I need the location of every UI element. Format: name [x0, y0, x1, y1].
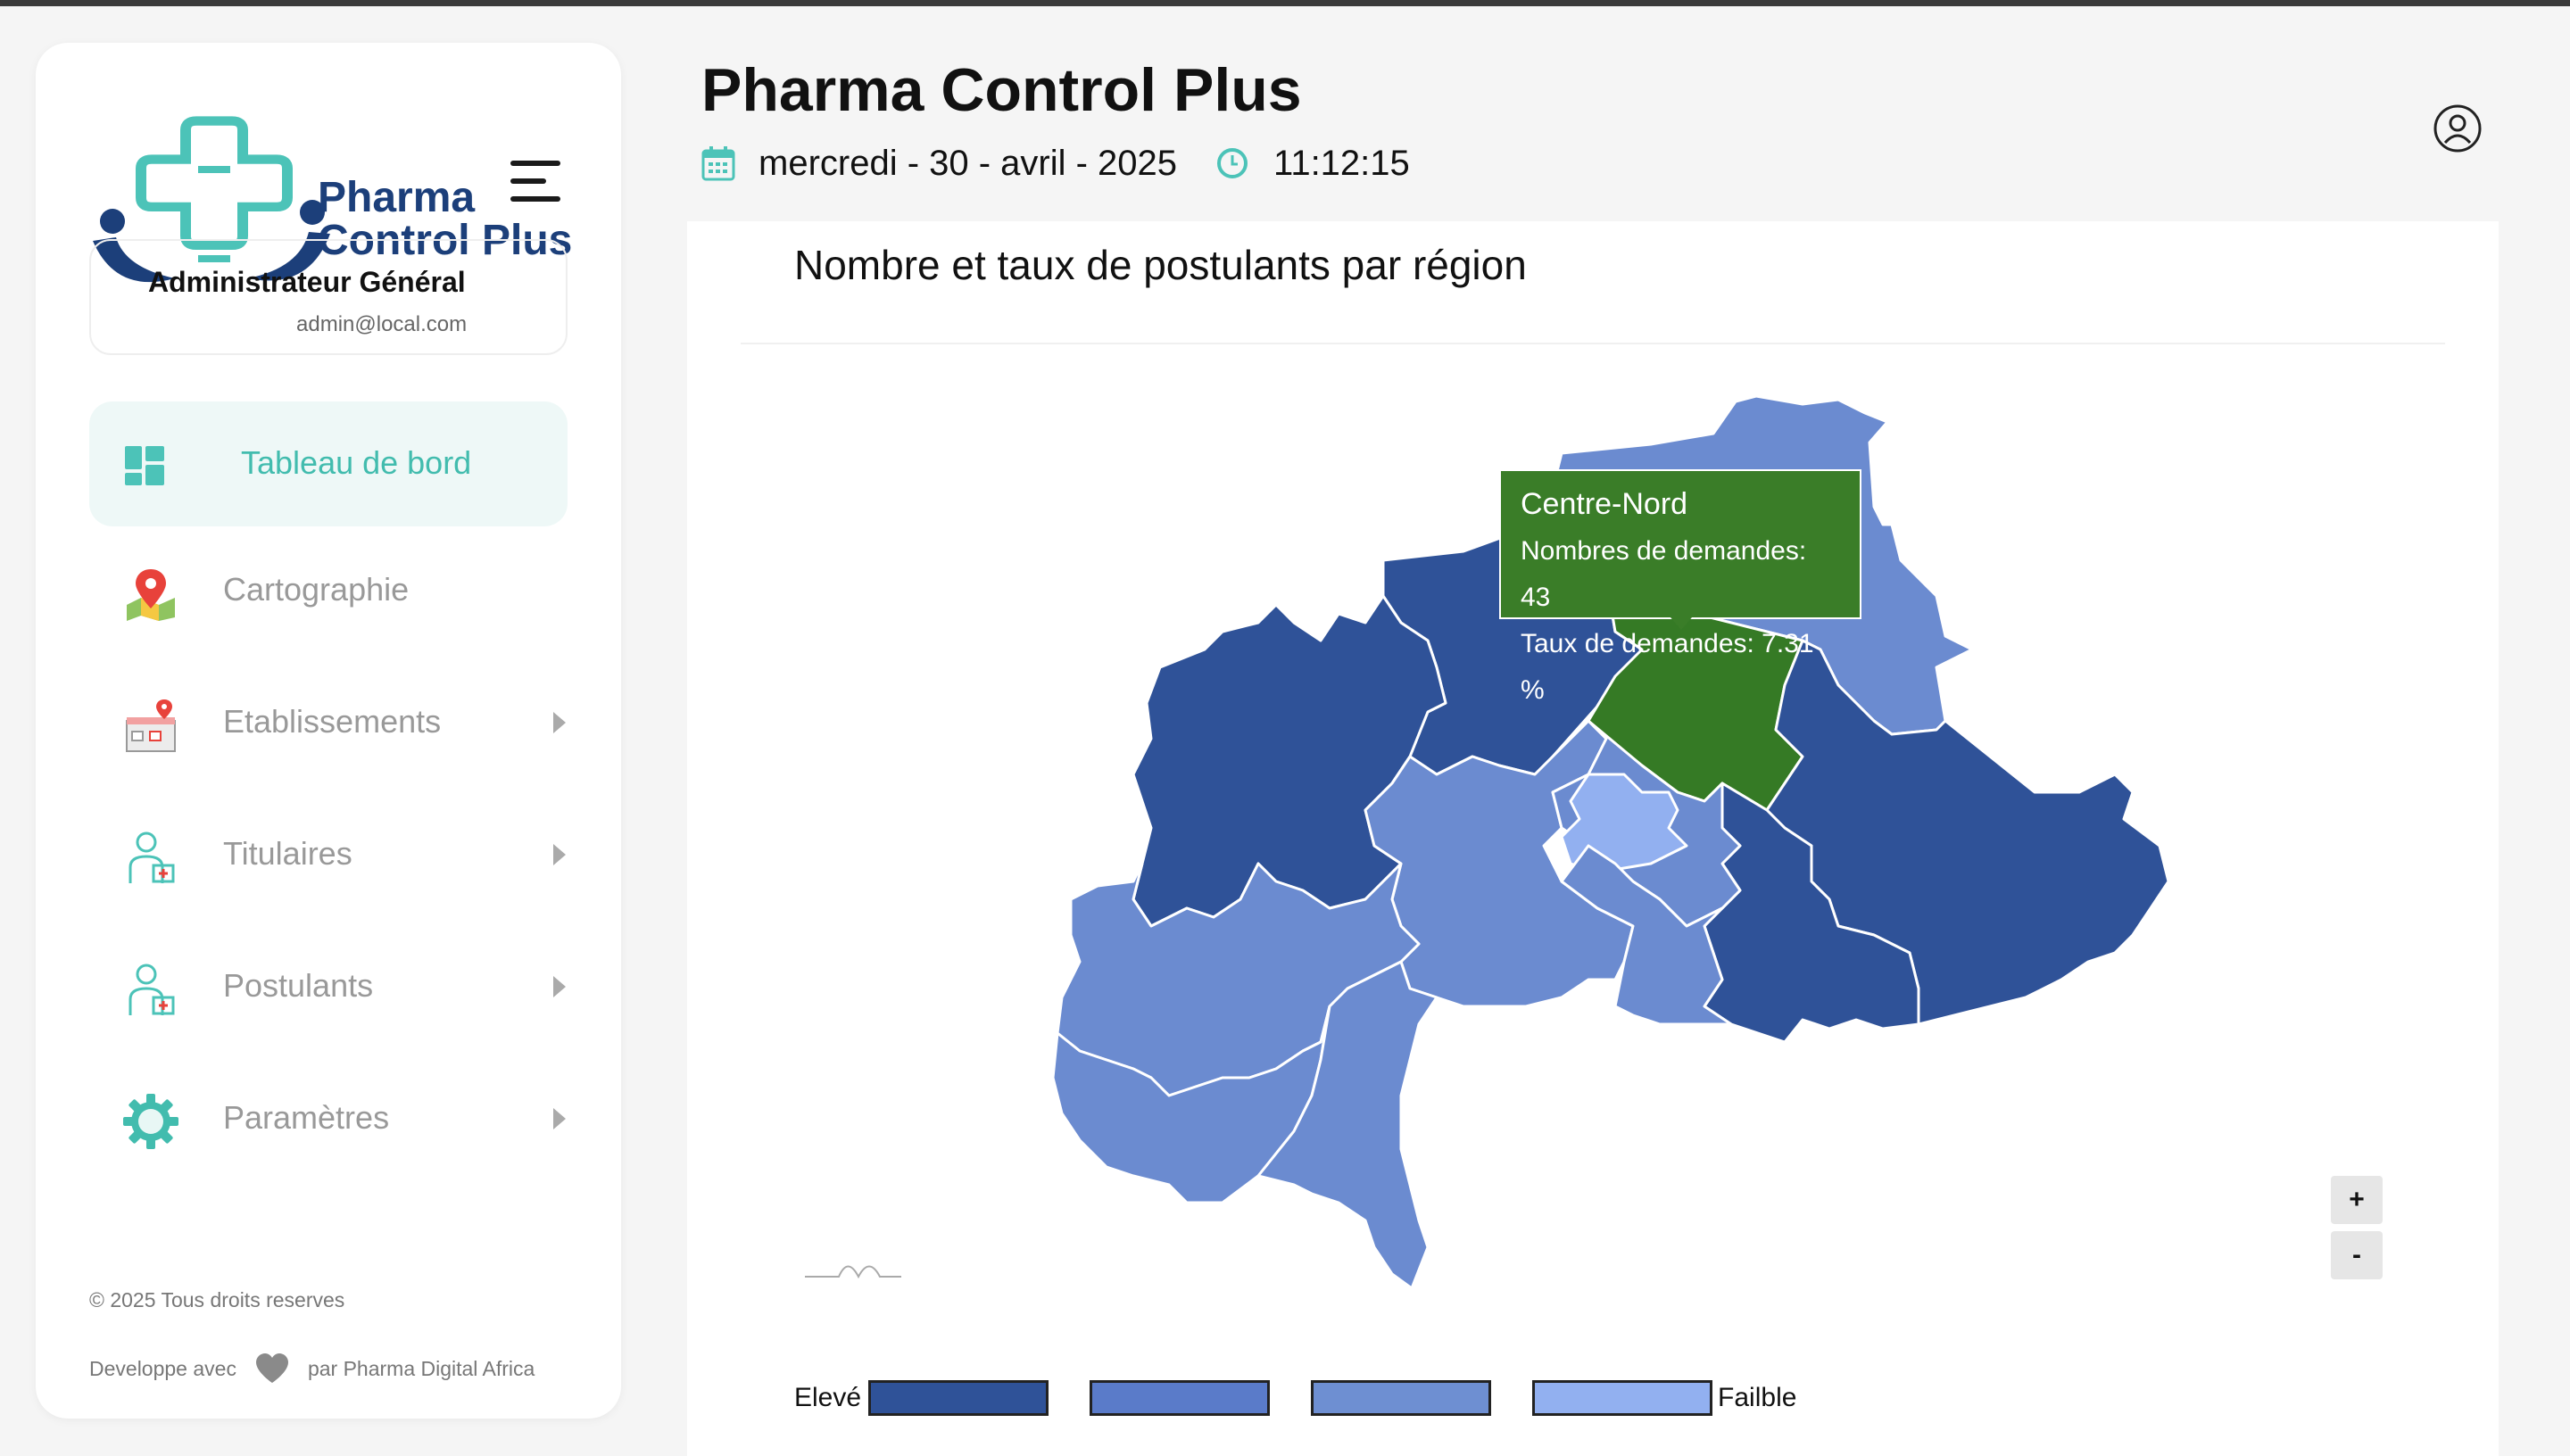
legend-swatch-1: [868, 1380, 1049, 1416]
date-time-row: mercredi - 30 - avril - 2025 11:12:15: [701, 141, 1410, 186]
legend-low-label: Failble: [1718, 1383, 1797, 1412]
sidebar-item-titulaires[interactable]: Titulaires: [89, 792, 568, 917]
menu-bar-icon: [510, 178, 546, 184]
map-legend: Elevé Failble: [794, 1376, 1796, 1420]
user-email: admin@local.com: [296, 312, 468, 336]
zoom-out-button[interactable]: -: [2331, 1231, 2383, 1279]
store-icon: [126, 699, 176, 752]
divider: [741, 343, 2445, 344]
current-time: 11:12:15: [1273, 143, 1410, 183]
pharmacist-icon: [128, 964, 175, 1015]
sidebar-item-label: Tableau de bord: [241, 444, 472, 481]
menu-bar-icon: [510, 196, 560, 202]
region-map: [805, 394, 2170, 1290]
heart-icon: [255, 1353, 288, 1383]
sidebar-item-etablissements[interactable]: Etablissements: [89, 660, 568, 785]
map-watermark: [805, 1265, 901, 1279]
user-card: Administrateur Général admin@local.com: [89, 239, 568, 355]
legend-swatch-2: [1090, 1380, 1271, 1416]
gear-icon: [123, 1094, 178, 1149]
pharmacist-icon: [128, 831, 175, 883]
clock-icon: [1217, 148, 1248, 178]
pharma-logo: [93, 116, 330, 283]
sidebar-item-cartographie[interactable]: Cartographie: [89, 528, 568, 653]
sidebar-item-postulants[interactable]: Postulants: [89, 924, 568, 1049]
user-role: Administrateur Général: [148, 266, 466, 298]
panel-title: Nombre et taux de postulants par région: [794, 242, 1527, 288]
legend-swatch-4: [1532, 1380, 1713, 1416]
menu-bar-icon: [510, 161, 560, 166]
logo-line-1: Pharma: [318, 174, 476, 221]
current-date: mercredi - 30 - avril - 2025: [759, 143, 1178, 183]
legend-high-label: Elevé: [794, 1383, 862, 1412]
window-top-bar: [0, 0, 2570, 6]
sidebar: Pharma Control Plus Administrateur Génér…: [36, 43, 621, 1419]
calendar-icon: [701, 146, 735, 181]
footer-dev-company: par Pharma Digital Africa: [307, 1356, 535, 1380]
dashboard-icon: [125, 446, 164, 485]
tooltip-taux: Taux de demandes: 7.31 %: [1521, 629, 1814, 705]
chevron-right-icon: [553, 844, 566, 865]
footer-dev-text: Developpe avec: [89, 1356, 236, 1380]
sidebar-item-label: Titulaires: [223, 835, 352, 872]
chevron-right-icon: [553, 712, 566, 733]
sidebar-item-label: Paramètres: [223, 1099, 390, 1136]
sidebar-item-label: Postulants: [223, 967, 374, 1004]
user-profile-icon[interactable]: [2433, 103, 2483, 153]
map-region-sud-ouest[interactable]: [1256, 960, 1438, 1290]
sidebar-item-tableau-de-bord[interactable]: Tableau de bord: [89, 401, 568, 526]
map-pin-icon: [127, 569, 175, 621]
footer-copyright: © 2025 Tous droits reserves: [89, 1288, 345, 1311]
chevron-right-icon: [553, 976, 566, 997]
legend-swatch-3: [1311, 1380, 1492, 1416]
map-region-centre-sud[interactable]: [1560, 844, 1733, 1026]
sidebar-item-parametres[interactable]: Paramètres: [89, 1056, 568, 1181]
sidebar-item-label: Etablissements: [223, 703, 442, 740]
sidebar-item-label: Cartographie: [223, 571, 410, 608]
footer-developer: Developpe avec par Pharma Digital Africa: [89, 1353, 535, 1385]
zoom-in-button[interactable]: +: [2331, 1176, 2383, 1224]
tooltip-demandes: Nombres de demandes: 43: [1521, 536, 1807, 612]
page-title: Pharma Control Plus: [701, 56, 1302, 124]
region-tooltip: Centre-Nord Nombres de demandes: 43 Taux…: [1499, 469, 1861, 705]
menu-toggle-button[interactable]: [510, 161, 560, 202]
region-map-panel: Nombre et taux de postulants par région: [687, 221, 2499, 1456]
chevron-right-icon: [553, 1108, 566, 1129]
tooltip-region-name: Centre-Nord: [1521, 487, 1688, 521]
